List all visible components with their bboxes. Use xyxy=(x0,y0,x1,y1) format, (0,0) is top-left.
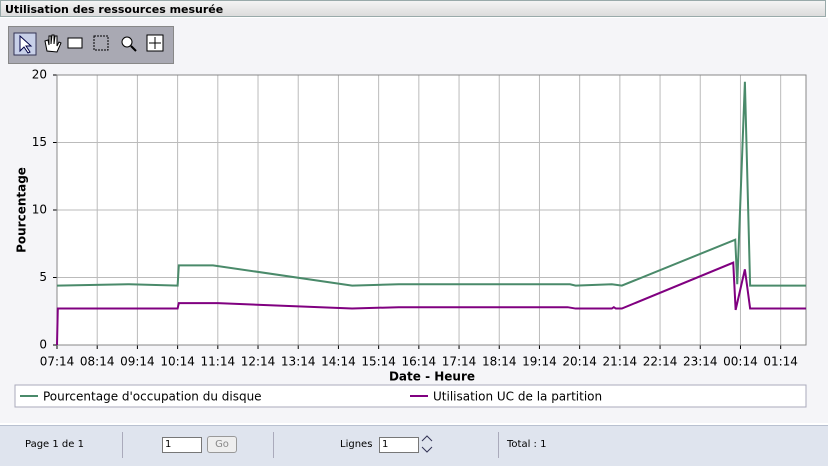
x-tick-label: 23:14 xyxy=(683,355,718,369)
x-tick-label: 07:14 xyxy=(40,355,75,369)
x-tick-label: 10:14 xyxy=(160,355,195,369)
total: Total : 1 xyxy=(507,439,547,450)
x-tick-label: 13:14 xyxy=(281,355,316,369)
x-axis-label: Date - Heure xyxy=(389,370,475,384)
arrow-icon xyxy=(19,34,33,54)
go-button[interactable]: Go xyxy=(207,436,237,453)
plot-frame xyxy=(56,74,807,346)
zoom-box-tool[interactable] xyxy=(93,35,109,51)
series-line xyxy=(56,261,806,346)
rows-spinner[interactable] xyxy=(421,433,433,455)
y-tick-label: 20 xyxy=(32,68,47,82)
rows-input[interactable]: 1 xyxy=(379,437,419,453)
zoom-handle xyxy=(130,45,137,52)
panel-title: Utilisation des ressources mesurée xyxy=(0,0,826,17)
chart: Date - Heure Pourcentage 0 5 10 15 20 07:14 08… xyxy=(14,68,807,408)
zoom-out-tool[interactable] xyxy=(121,36,133,48)
annotate-tool[interactable] xyxy=(67,37,83,49)
pan-tool[interactable] xyxy=(44,34,62,53)
page-input[interactable]: 1 xyxy=(162,437,202,453)
pager: Page 1 de 1 1 Go Lignes 1 Total : 1 xyxy=(0,425,828,466)
x-tick-label: 01:14 xyxy=(763,355,798,369)
x-tick-label: 19:14 xyxy=(522,355,557,369)
x-tick-label: 15:14 xyxy=(361,355,396,369)
x-tick-label: 21:14 xyxy=(603,355,638,369)
x-tick-label: 11:14 xyxy=(201,355,236,369)
y-tick-label: 15 xyxy=(32,135,47,149)
x-tick-label: 22:14 xyxy=(643,355,678,369)
x-tick-label: 16:14 xyxy=(402,355,437,369)
separator xyxy=(122,432,123,458)
y-tick-label: 10 xyxy=(32,203,47,217)
x-tick-label: 14:14 xyxy=(321,355,356,369)
fit-icon xyxy=(149,37,161,49)
y-tick-label: 0 xyxy=(39,338,47,352)
x-tick-label: 18:14 xyxy=(482,355,517,369)
page-info: Page 1 de 1 xyxy=(25,439,84,450)
separator xyxy=(273,432,274,458)
series-line xyxy=(56,81,806,287)
toolbar xyxy=(8,26,174,64)
x-tick-label: 12:14 xyxy=(241,355,276,369)
x-tick-label: 09:14 xyxy=(120,355,155,369)
rows-label: Lignes xyxy=(340,439,373,450)
legend-label: Pourcentage d'occupation du disque xyxy=(43,390,262,404)
toolbar-icons xyxy=(13,32,164,56)
y-tick-label: 5 xyxy=(39,270,47,284)
y-axis-label: Pourcentage xyxy=(15,167,29,253)
legend-label: Utilisation UC de la partition xyxy=(433,390,602,404)
x-tick-label: 08:14 xyxy=(80,355,115,369)
separator xyxy=(498,432,499,458)
x-tick-label: 17:14 xyxy=(442,355,477,369)
x-tick-label: 20:14 xyxy=(562,355,597,369)
x-tick-label: 00:14 xyxy=(723,355,758,369)
